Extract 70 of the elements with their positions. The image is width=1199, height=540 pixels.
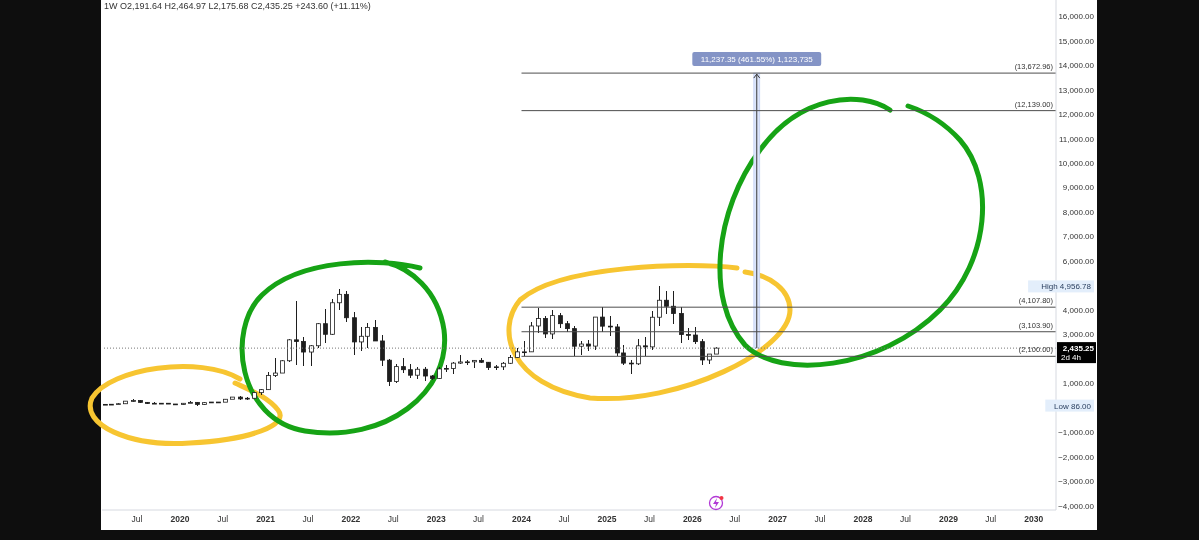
data-label: 11,237.35 (461.55%) 1,123,735 — [700, 55, 814, 65]
candlestick — [387, 358, 392, 387]
candlestick — [536, 306, 541, 334]
x-tick-label: 2024 — [512, 514, 532, 524]
x-tick-label: Jul — [729, 514, 741, 524]
y-tick-label: −2,000.00 — [1058, 452, 1095, 462]
x-tick-label: 2028 — [853, 514, 873, 524]
y-tick-label: −4,000.00 — [1058, 501, 1095, 511]
y-tick-label: 16,000.00 — [1058, 12, 1095, 22]
x-tick-label: Jul — [985, 514, 997, 524]
candlestick — [344, 290, 349, 323]
x-tick-label: Jul — [643, 514, 655, 524]
annotation: High 4,956.78 — [1041, 282, 1092, 292]
candlestick — [608, 315, 613, 337]
candlestick — [337, 287, 342, 311]
x-tick-label: Jul — [473, 514, 485, 524]
y-tick-label: −1,000.00 — [1058, 428, 1095, 438]
x-tick-label: Jul — [217, 514, 229, 524]
candlestick — [679, 306, 684, 344]
candlestick — [671, 290, 676, 325]
candlestick — [394, 363, 399, 384]
candlestick — [664, 290, 669, 315]
x-tick-label: 2029 — [939, 514, 959, 524]
candlestick — [380, 334, 385, 367]
x-tick-label: Jul — [900, 514, 912, 524]
candlestick — [301, 336, 306, 367]
candlestick — [600, 306, 605, 333]
x-tick-label: 2030 — [1024, 514, 1044, 524]
candlestick — [323, 308, 328, 344]
y-tick-label: 12,000.00 — [1058, 110, 1095, 120]
x-tick-label: 2020 — [170, 514, 190, 524]
x-tick-label: 2023 — [426, 514, 446, 524]
x-tick-label: 2022 — [341, 514, 361, 524]
y-tick-label: 11,000.00 — [1059, 134, 1095, 144]
x-tick-label: 2025 — [597, 514, 617, 524]
x-tick-label: Jul — [558, 514, 570, 524]
y-tick-label: 10,000.00 — [1058, 158, 1095, 168]
x-tick-label: 2027 — [768, 514, 788, 524]
x-tick-label: Jul — [814, 514, 826, 524]
candlestick — [294, 300, 299, 366]
candlestick — [657, 285, 662, 327]
y-tick-label: 3,000.00 — [1062, 330, 1095, 340]
candlestick — [550, 309, 555, 340]
x-tick-label: 2026 — [682, 514, 703, 524]
y-tick-label: 1,000.00 — [1062, 379, 1095, 389]
y-tick-label: 8,000.00 — [1062, 207, 1095, 217]
candlestick — [287, 338, 292, 363]
y-tick-label: −3,000.00 — [1058, 477, 1095, 487]
chart-title: 1W O2,191.64 H2,464.97 L2,175.68 C2,435.25 +243.60 (+11.11%) — [104, 1, 371, 11]
text: 2d 4h — [1061, 353, 1082, 363]
x-tick-label: 2021 — [256, 514, 276, 524]
candlestick — [543, 315, 548, 339]
y-tick-label: 9,000.00 — [1062, 183, 1095, 193]
y-tick-label: 15,000.00 — [1058, 36, 1095, 46]
candlestick — [572, 325, 577, 357]
x-tick-label: Jul — [131, 514, 143, 524]
candlestick — [373, 319, 378, 342]
y-tick-label: 4,000.00 — [1062, 305, 1095, 315]
candlestick — [316, 322, 321, 349]
y-tick-label: 13,000.00 — [1058, 85, 1095, 95]
y-tick-label: 7,000.00 — [1062, 232, 1095, 242]
annotation: Low 86.00 — [1054, 401, 1092, 411]
ref-line-label: 2,435.25 — [1062, 344, 1095, 354]
x-tick-label: Jul — [387, 514, 399, 524]
candlestick — [700, 338, 705, 366]
x-tick-label: Jul — [302, 514, 314, 524]
y-tick-label: 14,000.00 — [1058, 61, 1095, 71]
candlestick — [643, 336, 648, 357]
y-tick-label: 6,000.00 — [1062, 256, 1095, 266]
candlestick — [273, 357, 278, 378]
